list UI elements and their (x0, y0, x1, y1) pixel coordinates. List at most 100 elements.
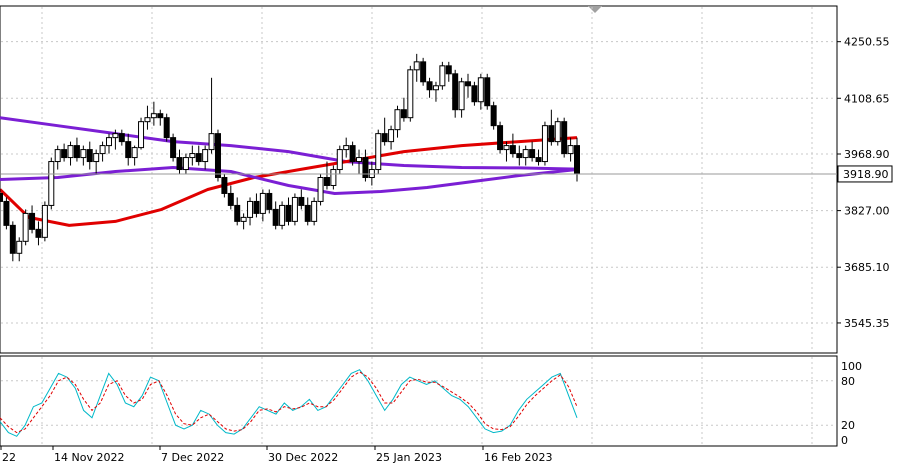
candle-bearish (452, 73, 459, 111)
candle-bearish (125, 141, 132, 159)
candle-bearish (266, 192, 273, 210)
candle-bearish (349, 145, 356, 163)
candle-bullish (336, 149, 343, 171)
time-tick-label: 30 Dec 2022 (268, 451, 338, 464)
candle-bearish (86, 149, 93, 163)
candle-bullish (567, 145, 574, 155)
candle-bullish (182, 157, 189, 171)
candle-bearish (445, 65, 452, 75)
candle-bullish (93, 153, 100, 163)
candle-bearish (195, 153, 202, 163)
oscillator-tick-label: 100 (841, 360, 862, 373)
price-tick-label: 4250.55 (844, 36, 890, 49)
candle-bullish (503, 145, 510, 151)
current-price-line: 3918.90 (1, 165, 893, 183)
candle-bearish (272, 208, 279, 226)
candle-bearish (234, 204, 241, 222)
candle-bearish (0, 192, 3, 202)
candle-bullish (240, 216, 247, 222)
candle-bullish (541, 125, 548, 163)
price-tick-label: 3685.10 (844, 261, 890, 274)
candle-bearish (221, 177, 228, 194)
candle-bullish (202, 149, 209, 163)
candle-bullish (112, 133, 119, 139)
candle-bullish (80, 149, 87, 159)
price-axis: 4250.55 4108.65 3968.90 3827.00 3685.10 3545.… (837, 36, 890, 330)
candle-bullish (458, 81, 465, 111)
moving-average-line-1 (0, 116, 578, 171)
price-pane[interactable] (0, 5, 838, 354)
candle-bullish (150, 113, 157, 119)
candle-bullish (67, 145, 74, 159)
candle-bearish (170, 137, 177, 159)
candle-bearish (426, 81, 433, 91)
time-tick-label: 14 Nov 2022 (54, 451, 124, 464)
candle-bearish (535, 157, 542, 163)
current-price-label-box (837, 165, 893, 183)
time-axis: 22 14 Nov 2022 7 Dec 2022 30 Dec 2022 25 Jan… (0, 446, 552, 464)
candle-bullish (16, 240, 23, 254)
moving-average-line-3 (0, 166, 578, 195)
candle-bearish (362, 157, 369, 179)
price-tick-label: 3968.90 (844, 148, 890, 161)
candle-bearish (298, 196, 305, 206)
oscillator-axis: 100 80 20 0 (841, 360, 862, 447)
candle-bearish (9, 224, 16, 254)
candle-bullish (131, 147, 138, 159)
oscillator-pane[interactable] (0, 355, 838, 447)
oscillator-tick-label: 80 (841, 375, 855, 388)
candle-bearish (381, 133, 388, 143)
candle-bullish (279, 204, 286, 226)
candle-bearish (490, 105, 497, 127)
current-price-label: 3918.90 (843, 168, 889, 181)
time-tick-label: 22 (2, 451, 16, 464)
candle-bearish (176, 157, 183, 171)
price-tick-label: 4108.65 (844, 92, 890, 105)
candle-bullish (41, 204, 48, 238)
candle-bearish (214, 133, 221, 179)
oscillator-tick-label: 0 (841, 434, 848, 447)
candle-bullish (554, 121, 561, 143)
candle-bullish (22, 212, 29, 242)
candle-bullish (388, 129, 395, 143)
candle-bullish (189, 153, 196, 159)
candle-bullish (138, 121, 145, 149)
candle-bullish (432, 85, 439, 91)
candle-bearish (118, 133, 125, 143)
candle-bearish (471, 85, 478, 103)
candle-bullish (105, 137, 112, 147)
candle-bullish (259, 192, 266, 214)
moving-average-lines (0, 116, 578, 227)
candle-bearish (529, 149, 536, 159)
candle-bearish (3, 200, 10, 226)
oscillator-tick-label: 20 (841, 419, 855, 432)
candle-bearish (465, 81, 472, 87)
candlesticks (0, 53, 580, 262)
candle-bearish (61, 149, 68, 159)
candle-bearish (509, 145, 516, 155)
candle-bullish (394, 109, 401, 131)
time-tick-label: 7 Dec 2022 (161, 451, 224, 464)
candle-bearish (497, 125, 504, 151)
candle-bullish (522, 149, 529, 159)
stochastic-oscillator (0, 369, 578, 437)
candle-bearish (484, 77, 491, 107)
candle-bearish (285, 204, 292, 222)
candle-bearish (35, 228, 42, 238)
candle-bearish (227, 192, 234, 206)
candle-bullish (330, 169, 337, 186)
candle-bearish (574, 145, 580, 175)
candle-bearish (400, 109, 407, 119)
candle-bearish (323, 177, 330, 186)
candle-bearish (304, 204, 311, 222)
stochastic-signal-line (0, 371, 578, 434)
candle-bullish (413, 61, 420, 71)
candle-bullish (54, 149, 61, 163)
candle-bearish (561, 121, 568, 155)
candle-bullish (375, 133, 382, 171)
candle-bullish (144, 117, 151, 123)
candle-bearish (548, 125, 555, 143)
candle-bearish (157, 113, 164, 119)
candle-bullish (247, 200, 254, 218)
